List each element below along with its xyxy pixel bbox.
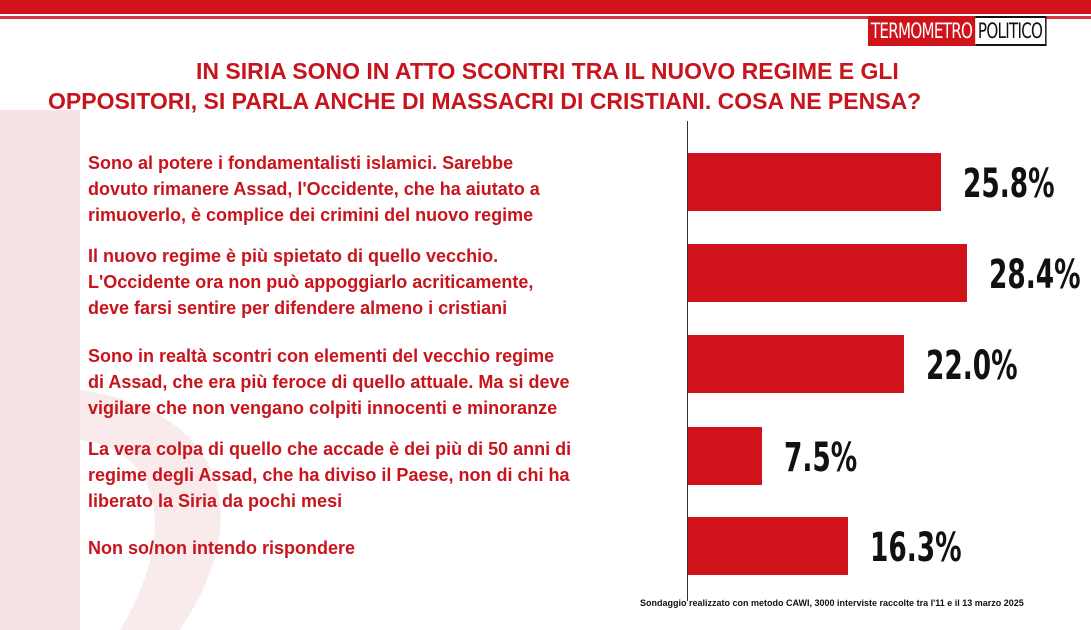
logo-part-termometro: TERMOMETRO bbox=[868, 16, 976, 46]
category-label: Il nuovo regime è più spietato di quello… bbox=[88, 246, 534, 318]
y-axis-line bbox=[687, 121, 688, 601]
title-line-1: IN SIRIA SONO IN ATTO SCONTRI TRA IL NUO… bbox=[196, 58, 899, 84]
top-red-bar bbox=[0, 0, 1091, 14]
top-red-line bbox=[0, 16, 1091, 19]
bar bbox=[688, 153, 942, 211]
data-label: 7.5% bbox=[783, 435, 857, 481]
footnote: Sondaggio realizzato con metodo CAWI, 30… bbox=[640, 598, 1024, 608]
bar bbox=[688, 427, 762, 485]
data-label: 25.8% bbox=[963, 161, 1055, 207]
category-label: Non so/non intendo rispondere bbox=[88, 538, 355, 558]
bar bbox=[688, 517, 849, 575]
title-line-2: OPPOSITORI, SI PARLA ANCHE DI MASSACRI D… bbox=[48, 88, 922, 114]
bar bbox=[688, 244, 967, 302]
category-label: Sono al potere i fondamentalisti islamic… bbox=[88, 153, 540, 225]
bar bbox=[688, 335, 905, 393]
data-label: 22.0% bbox=[926, 343, 1018, 389]
data-label: 28.4% bbox=[988, 252, 1081, 298]
category-label: La vera colpa di quello che accade è dei… bbox=[88, 439, 572, 511]
category-label: Sono in realtà scontri con elementi del … bbox=[88, 346, 570, 418]
brand-logo: TERMOMETRO POLITICO bbox=[868, 16, 1047, 46]
data-label: 16.3% bbox=[870, 525, 962, 571]
logo-part-politico: POLITICO bbox=[975, 16, 1047, 46]
